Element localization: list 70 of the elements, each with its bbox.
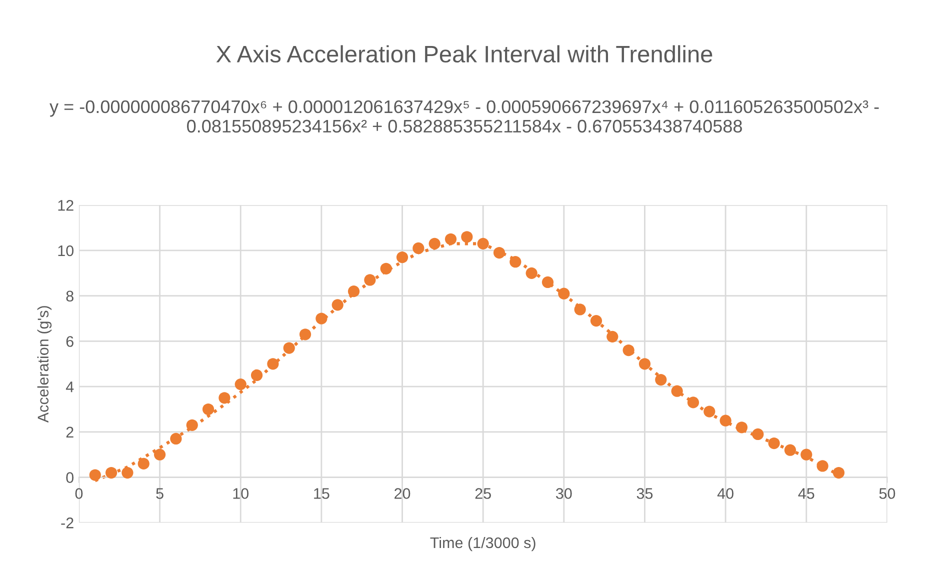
x-tick-label: 50 xyxy=(879,488,896,499)
point xyxy=(89,469,101,481)
y-tick-label: 8 xyxy=(66,290,74,302)
point xyxy=(655,374,667,386)
x-tick-label: 15 xyxy=(314,488,330,499)
y-tick-label: 12 xyxy=(58,200,74,211)
point xyxy=(316,312,328,324)
point xyxy=(202,403,214,416)
x-tick-label: 35 xyxy=(636,488,653,499)
point xyxy=(832,466,845,479)
point xyxy=(800,448,812,460)
point xyxy=(542,276,554,288)
point xyxy=(299,328,312,340)
y-tick-label: -2 xyxy=(61,518,74,528)
point xyxy=(816,460,828,472)
x-tick-label: 45 xyxy=(798,488,814,499)
point xyxy=(752,428,764,440)
point xyxy=(105,466,118,479)
x-tick-label: 10 xyxy=(233,488,249,499)
point xyxy=(736,422,748,434)
point xyxy=(283,342,295,354)
x-tick-label: 20 xyxy=(394,488,410,499)
point xyxy=(170,432,182,445)
point xyxy=(606,330,618,342)
point xyxy=(638,358,651,370)
point xyxy=(122,466,134,479)
x-tick-label: 30 xyxy=(556,488,572,499)
y-tick-label: 2 xyxy=(66,426,74,438)
point xyxy=(784,444,796,456)
point xyxy=(768,437,780,450)
point xyxy=(396,251,408,264)
point xyxy=(558,288,570,300)
point xyxy=(234,378,246,390)
x-tick-label: 0 xyxy=(75,488,83,499)
point xyxy=(622,344,634,356)
point xyxy=(138,458,150,470)
point xyxy=(186,419,198,431)
point xyxy=(671,385,683,397)
x-tick-label: 25 xyxy=(475,488,491,499)
x-axis-title: Time (1/3000 s) xyxy=(430,536,536,552)
point xyxy=(493,246,506,259)
point xyxy=(348,286,360,298)
chart-subtitle: y = -0.000000086770470x⁶ + 0.000012061637429x⁵ - 0.000590667239697x⁴ + 0.011605263500502x³ - 0.081550895234156x² + 0.582885355211584x - 0.670553438740588 xyxy=(50,100,879,133)
point xyxy=(574,304,586,316)
point xyxy=(218,392,230,404)
y-tick-label: 0 xyxy=(66,472,74,483)
point xyxy=(428,238,440,250)
point xyxy=(590,314,602,327)
point xyxy=(412,242,424,254)
point xyxy=(461,231,473,243)
point xyxy=(380,262,392,274)
point xyxy=(444,233,457,245)
point xyxy=(720,414,732,426)
point xyxy=(364,274,376,286)
y-tick-label: 10 xyxy=(58,245,74,256)
x-tick-label: 5 xyxy=(156,488,164,499)
point xyxy=(687,396,700,408)
point xyxy=(477,238,489,250)
point xyxy=(704,406,716,418)
point xyxy=(154,448,166,460)
point xyxy=(267,358,279,370)
point xyxy=(526,267,538,279)
y-tick-label: 6 xyxy=(66,336,74,347)
point xyxy=(250,369,263,382)
x-tick-label: 40 xyxy=(717,488,734,499)
point xyxy=(510,256,522,268)
y-axis-title: Acceleration (g's) xyxy=(37,306,52,423)
point xyxy=(332,299,344,311)
y-tick-label: 4 xyxy=(66,382,74,392)
chart-title: X Axis Acceleration Peak Interval with Trendline xyxy=(216,45,712,63)
